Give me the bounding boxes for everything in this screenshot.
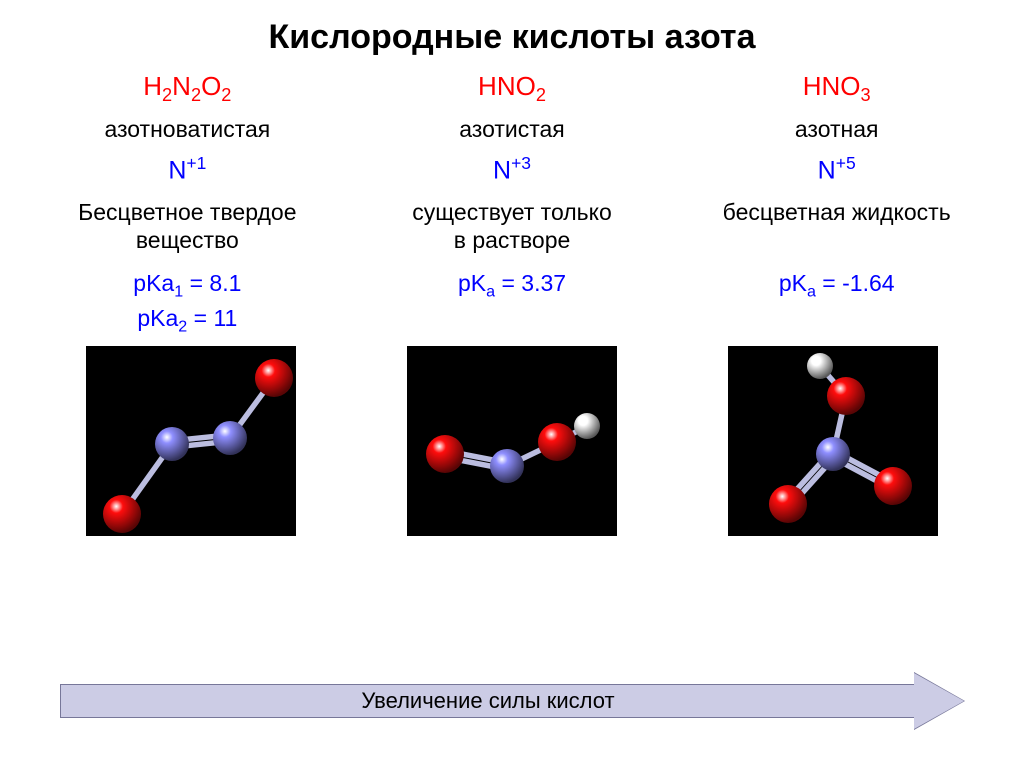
acid-name: азотноватистая [104,116,270,143]
acid-col-2: HNO3 азотная N+5 бесцветная жидкость pKa… [679,71,994,338]
acid-name: азотистая [459,116,565,143]
molecule-svg [728,346,938,536]
pka-value: pKa = 3.37 [458,268,566,330]
arrow-head [914,673,964,729]
pka-value: pKa = -1.64 [779,268,895,330]
oxidation-state: N+1 [168,153,206,185]
arrow-body: Увеличение силы кислот [60,684,916,718]
strength-arrow: Увеличение силы кислот [60,673,964,729]
slide: Кислородные кислоты азота H2N2O2 азотнов… [0,0,1024,536]
molecule-box-2 [677,346,988,536]
acid-columns: H2N2O2 азотноватистая N+1 Бесцветное тве… [30,71,994,338]
oxidation-state: N+5 [818,153,856,185]
formula: HNO3 [803,71,871,106]
acid-name: азотная [795,116,879,143]
acid-col-1: HNO2 азотистая N+3 существует тольков ра… [355,71,670,338]
molecule-row [30,346,994,536]
molecule-svg [407,346,617,536]
arrow-label: Увеличение силы кислот [361,688,614,714]
page-title: Кислородные кислоты азота [30,18,994,57]
formula: H2N2O2 [143,71,231,106]
oxidation-state: N+3 [493,153,531,185]
physical-state: бесцветная жидкость [723,198,951,256]
pka-value: pKa1 = 8.1pKa2 = 11 [133,268,241,339]
physical-state: Бесцветное твердоевещество [78,198,296,256]
formula: HNO2 [478,71,546,106]
physical-state: существует тольков растворе [412,198,611,256]
molecule-box-0 [36,346,347,536]
molecule-box-1 [357,346,668,536]
acid-col-0: H2N2O2 азотноватистая N+1 Бесцветное тве… [30,71,345,338]
molecule-svg [86,346,296,536]
